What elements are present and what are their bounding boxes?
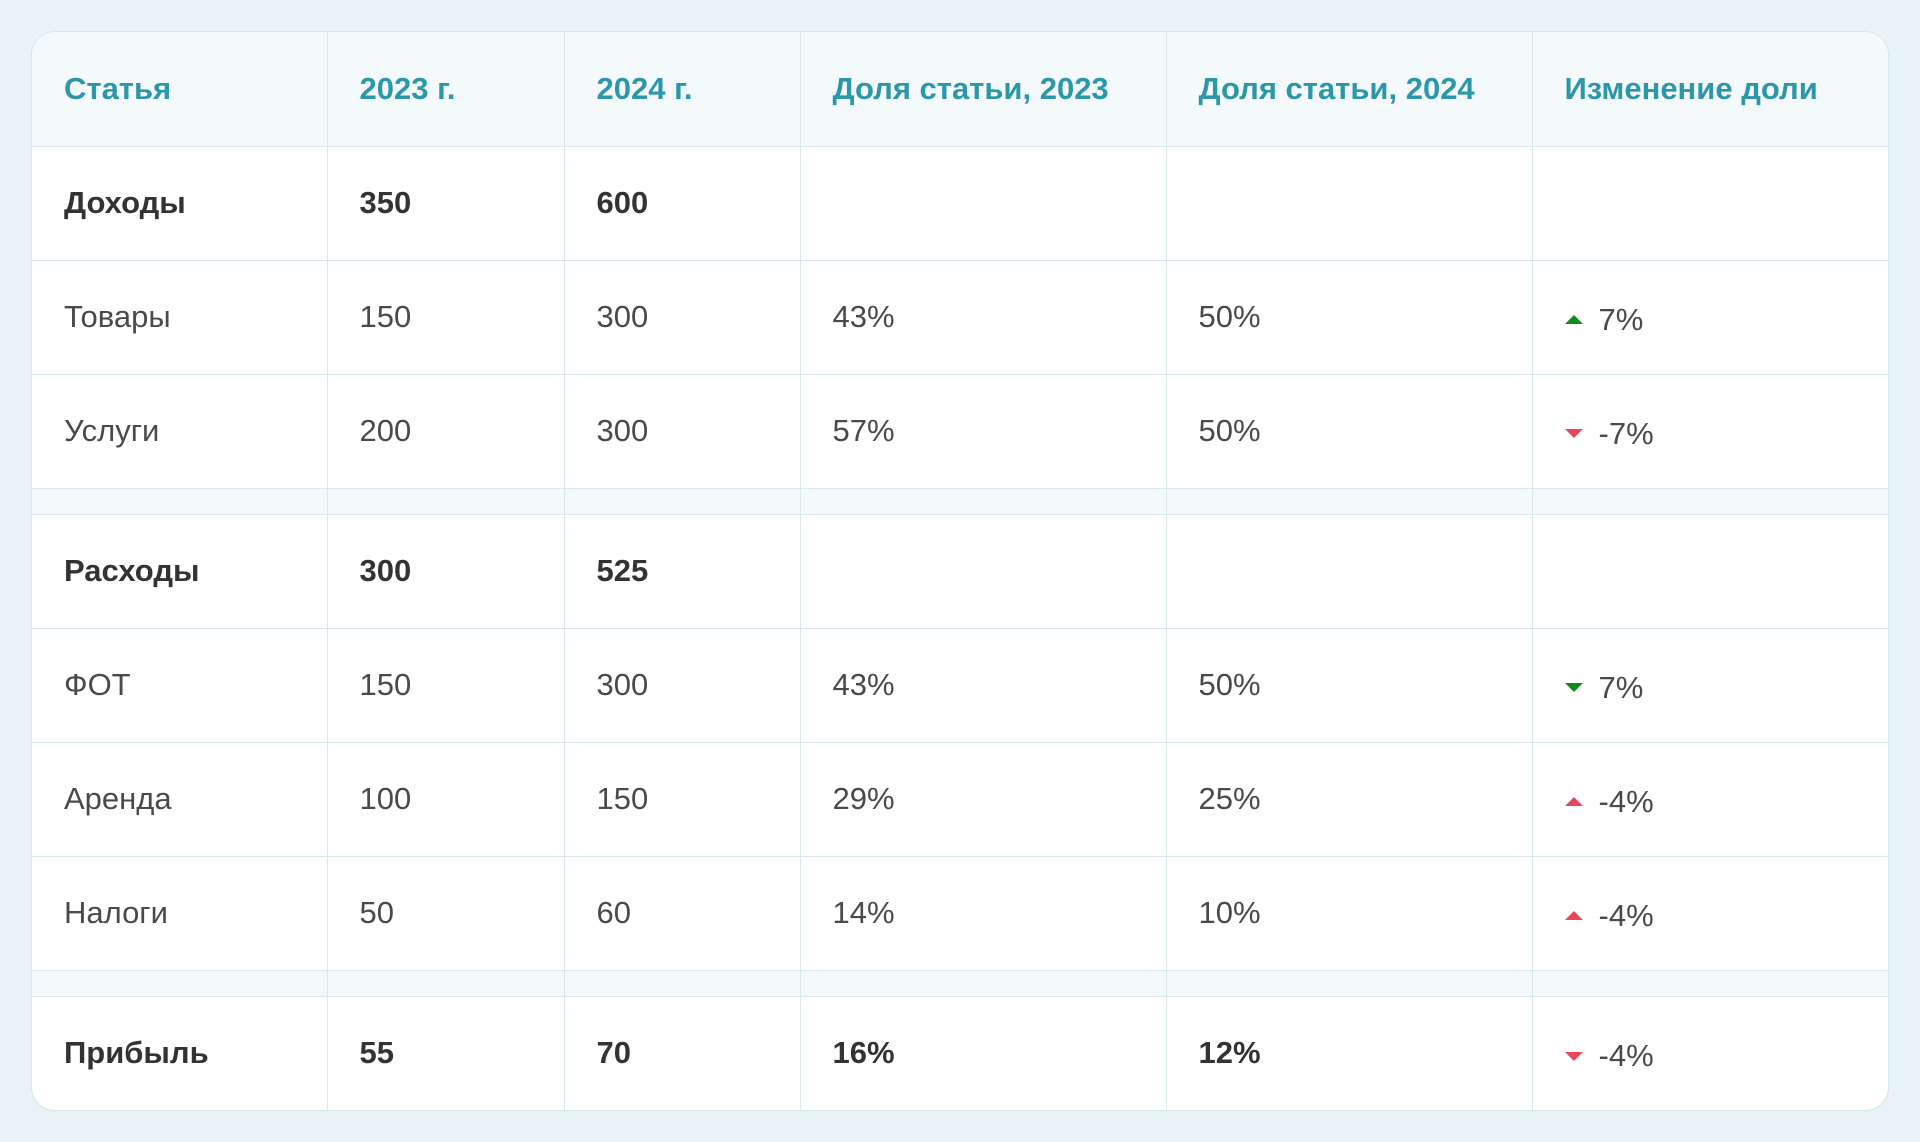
value-2023: 55: [326, 996, 564, 1110]
share-2023: 43%: [799, 628, 1166, 743]
value-2024: 60: [563, 856, 800, 971]
triangle-up-icon: [1564, 911, 1583, 921]
table-row: Товары 150 300 43% 50% 7%: [32, 260, 1888, 375]
share-2024: 50%: [1165, 260, 1532, 375]
table-row-section: Расходы 300 525: [32, 514, 1888, 629]
row-label: Прибыль: [64, 1035, 209, 1071]
share-2024: 25%: [1165, 742, 1532, 857]
share-2023: 57%: [799, 374, 1166, 489]
share-change: -4%: [1531, 742, 1888, 857]
header-cell[interactable]: Доля статьи, 2023: [799, 32, 1166, 147]
value-2024: 150: [563, 742, 800, 857]
share-change: -4%: [1531, 996, 1888, 1110]
value-2023: 100: [326, 742, 564, 857]
share-2023: [799, 146, 1166, 261]
share-2023: [799, 514, 1166, 629]
row-label: Доходы: [32, 146, 327, 261]
value-2024: 300: [563, 628, 800, 743]
header-cell[interactable]: Статья: [32, 32, 327, 147]
triangle-up-icon: [1564, 315, 1583, 325]
share-change: -7%: [1531, 374, 1888, 489]
section-divider: [32, 970, 1888, 997]
value-2024: 600: [563, 146, 800, 261]
row-label: Аренда: [32, 742, 327, 857]
share-2024: [1165, 146, 1532, 261]
value-2023: 150: [326, 260, 564, 375]
header-cell[interactable]: 2023 г.: [326, 32, 564, 147]
header-cell[interactable]: Доля статьи, 2024: [1165, 32, 1532, 147]
row-label: Товары: [32, 260, 327, 375]
row-label: Расходы: [32, 514, 327, 629]
change-value: 7%: [1598, 669, 1644, 705]
share-2024: 12%: [1165, 996, 1532, 1110]
share-change: 7%: [1531, 628, 1888, 743]
row-label: ФОТ: [32, 628, 327, 743]
share-2024: 50%: [1165, 628, 1532, 743]
share-2023: 29%: [799, 742, 1166, 857]
pnl-table: Статья 2023 г. 2024 г. Доля статьи, 2023…: [32, 32, 1888, 1110]
value-2024: 300: [563, 260, 800, 375]
table-row: Услуги 200 300 57% 50% -7%: [32, 374, 1888, 489]
triangle-up-icon: [1564, 797, 1583, 807]
change-value: -4%: [1598, 783, 1654, 819]
change-value: -4%: [1598, 1038, 1654, 1073]
change-value: -4%: [1598, 897, 1654, 933]
share-change: -4%: [1531, 856, 1888, 971]
share-2024: 50%: [1165, 374, 1532, 489]
table-card: Статья 2023 г. 2024 г. Доля статьи, 2023…: [31, 31, 1889, 1111]
value-2023: 350: [326, 146, 564, 261]
triangle-down-icon: [1564, 429, 1583, 439]
share-2023: 14%: [799, 856, 1166, 971]
header-cell[interactable]: Изменение доли: [1531, 32, 1888, 147]
share-2024: 10%: [1165, 856, 1532, 971]
value-2023: 150: [326, 628, 564, 743]
share-2023: 43%: [799, 260, 1166, 375]
value-2023: 200: [326, 374, 564, 489]
triangle-down-icon: [1564, 1051, 1583, 1061]
table-row-section: Доходы 350 600: [32, 146, 1888, 261]
table-row-total: Прибыль 55 70 16% 12% -4%: [32, 996, 1888, 1110]
share-2024: [1165, 514, 1532, 629]
section-divider: [32, 488, 1888, 515]
row-label: Услуги: [32, 374, 327, 489]
value-2023: 300: [326, 514, 564, 629]
header-cell[interactable]: 2024 г.: [563, 32, 800, 147]
row-label: Налоги: [32, 856, 327, 971]
change-value: -7%: [1598, 415, 1654, 451]
change-value: 7%: [1598, 301, 1644, 337]
share-change: [1531, 514, 1888, 629]
share-2023: 16%: [799, 996, 1166, 1110]
value-2024: 70: [563, 996, 800, 1110]
share-change: 7%: [1531, 260, 1888, 375]
value-2023: 50: [326, 856, 564, 971]
header-row: Статья 2023 г. 2024 г. Доля статьи, 2023…: [32, 32, 1888, 147]
share-change: [1531, 146, 1888, 261]
triangle-down-icon: [1564, 683, 1583, 693]
value-2024: 525: [563, 514, 800, 629]
value-2024: 300: [563, 374, 800, 489]
table-row: ФОТ 150 300 43% 50% 7%: [32, 628, 1888, 743]
table-row: Налоги 50 60 14% 10% -4%: [32, 856, 1888, 971]
table-row: Аренда 100 150 29% 25% -4%: [32, 742, 1888, 857]
